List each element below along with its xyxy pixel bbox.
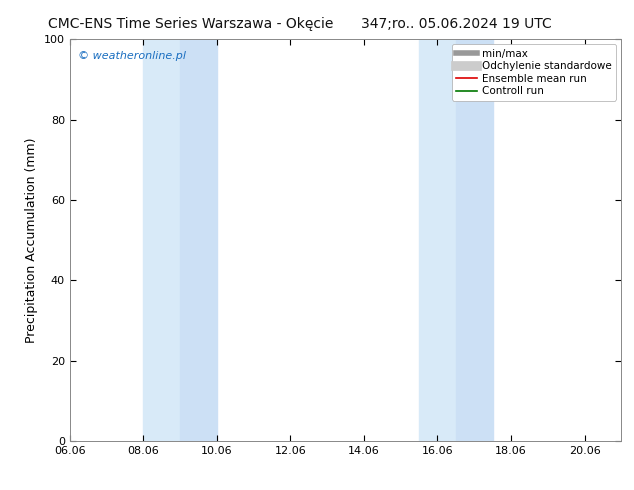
Bar [143,39,180,441]
Legend: min/max, Odchylenie standardowe, Ensemble mean run, Controll run: min/max, Odchylenie standardowe, Ensembl… [452,45,616,100]
Bar [419,39,456,441]
Bar [180,39,217,441]
Y-axis label: Precipitation Accumulation (mm): Precipitation Accumulation (mm) [25,137,38,343]
Bar [456,39,493,441]
Text: CMC-ENS Time Series Warszawa - Okęcie: CMC-ENS Time Series Warszawa - Okęcie [48,17,333,31]
Text: © weatheronline.pl: © weatheronline.pl [78,51,186,61]
Text: 347;ro.. 05.06.2024 19 UTC: 347;ro.. 05.06.2024 19 UTC [361,17,552,31]
